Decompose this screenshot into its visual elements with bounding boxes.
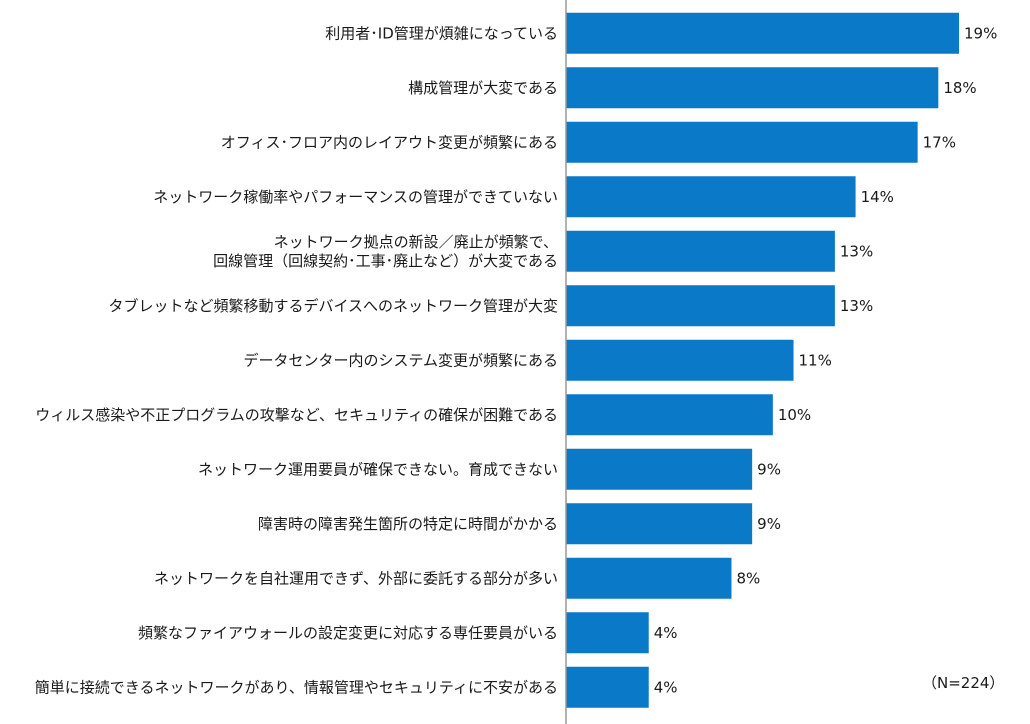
- category-label-6: タブレットなど頻繁移動するデバイスへのネットワーク管理が大変: [108, 297, 558, 315]
- bar-7: [566, 339, 794, 381]
- value-label-3: 17%: [923, 133, 956, 151]
- bar-3: [566, 121, 918, 163]
- value-label-4: 14%: [861, 188, 894, 206]
- sample-size-note: （N=224）: [922, 674, 1004, 692]
- value-label-11: 8%: [736, 569, 760, 587]
- bar-2: [566, 67, 939, 109]
- category-label-1: 利用者･ID管理が煩雑になっている: [325, 24, 558, 42]
- bar-13: [566, 666, 649, 708]
- bar-8: [566, 394, 773, 436]
- value-label-12: 4%: [654, 624, 678, 642]
- value-label-7: 11%: [799, 351, 832, 369]
- value-label-1: 19%: [964, 24, 997, 42]
- bar-11: [566, 557, 732, 599]
- category-label-9: ネットワーク運用要員が確保できない。育成できない: [198, 460, 558, 478]
- category-label-12: 頻繁なファイアウォールの設定変更に対応する専任要員がいる: [138, 624, 558, 642]
- bar-6: [566, 285, 835, 327]
- value-labels-group: 19% 18% 17% 14% 13% 13% 11% 10% 9% 9% 8% 4% 4%: [654, 24, 998, 696]
- value-label-13: 4%: [654, 678, 678, 696]
- bar-10: [566, 503, 753, 545]
- category-label-3: オフィス･フロア内のレイアウト変更が頻繁にある: [221, 133, 558, 151]
- value-label-8: 10%: [778, 406, 811, 424]
- bars-group: [566, 12, 959, 708]
- category-label-2: 構成管理が大変である: [408, 79, 558, 97]
- value-label-2: 18%: [943, 79, 976, 97]
- category-label-7: データセンター内のシステム変更が頻繁にある: [243, 351, 558, 369]
- bar-4: [566, 176, 856, 218]
- category-label-10: 障害時の障害発生箇所の特定に時間がかかる: [258, 515, 558, 533]
- category-label-5: ネットワーク拠点の新設／廃止が頻繁で、回線管理（回線契約･工事･廃止など）が大変…: [213, 233, 558, 270]
- category-label-11: ネットワークを自社運用できず、外部に委託する部分が多い: [154, 569, 558, 587]
- value-label-5: 13%: [840, 242, 873, 260]
- value-label-10: 9%: [757, 515, 781, 533]
- bar-12: [566, 612, 649, 654]
- category-labels-group: 利用者･ID管理が煩雑になっている構成管理が大変であるオフィス･フロア内のレイア…: [35, 24, 558, 696]
- value-label-6: 13%: [840, 297, 873, 315]
- bar-9: [566, 448, 753, 490]
- category-label-4: ネットワーク稼働率やパフォーマンスの管理ができていない: [153, 188, 558, 206]
- category-label-13: 簡単に接続できるネットワークがあり、情報管理やセキュリティに不安がある: [35, 678, 558, 696]
- bar-5: [566, 230, 835, 272]
- bar-1: [566, 12, 959, 54]
- value-label-9: 9%: [757, 460, 781, 478]
- category-label-8: ウィルス感染や不正プログラムの攻撃など、セキュリティの確保が困難である: [35, 406, 558, 424]
